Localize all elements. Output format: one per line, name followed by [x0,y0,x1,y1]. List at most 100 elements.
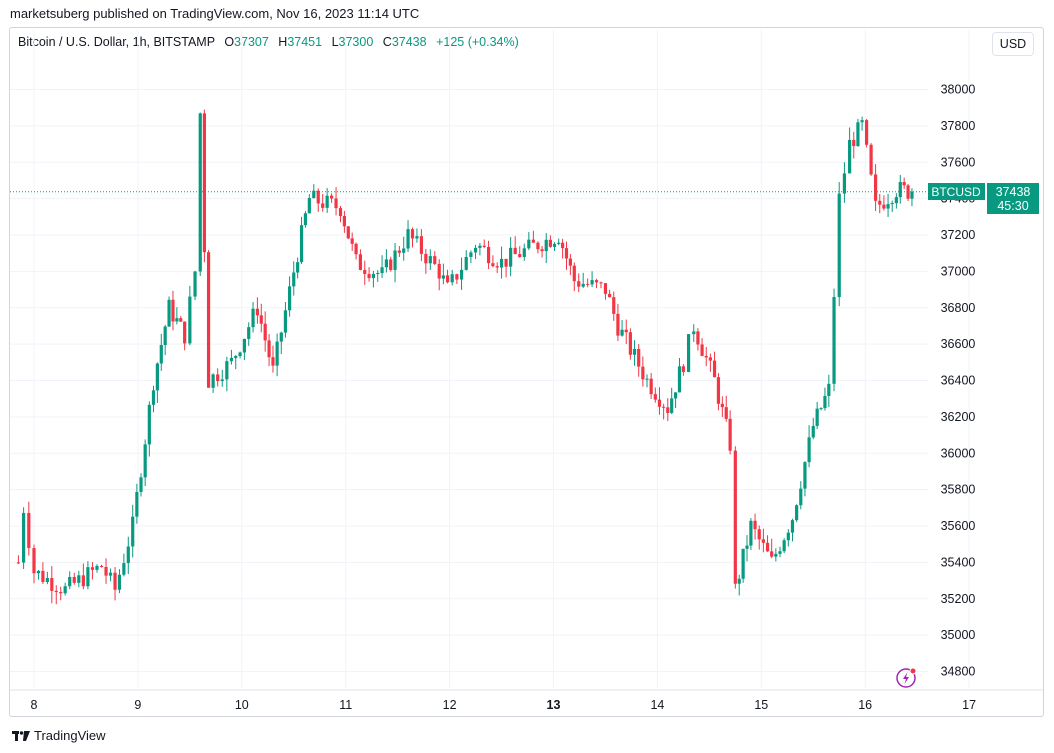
candle-body [478,245,482,248]
candle-body [206,252,211,388]
candle [518,246,522,258]
candle [499,246,504,279]
candle-body [708,357,712,361]
candle-body [886,204,890,209]
candle-body [692,331,696,335]
lightning-alert-icon[interactable] [896,667,917,688]
candle [612,291,616,321]
candle-body [225,361,229,380]
candle-body [811,425,815,438]
candle [299,216,304,265]
candle-body [259,315,263,324]
symbol-title[interactable]: Bitcoin / U.S. Dollar, 1h, BITSTAMP [18,35,215,49]
candle [325,188,329,213]
candle-body [557,242,561,244]
candle-body [59,592,63,594]
y-tick-label: 36600 [941,337,976,351]
candle [202,109,206,263]
candle [790,518,795,542]
candle-body [807,437,811,463]
candle [22,507,26,570]
countdown-value: 45:30 [997,199,1028,213]
candle [856,118,860,147]
candle [367,267,371,282]
candle-body [745,545,749,549]
candle [495,262,499,273]
candle [117,569,122,594]
candle [464,250,468,271]
candle [720,396,724,417]
candle-body [486,246,491,264]
candle-body [307,198,311,214]
tradingview-brand[interactable]: TradingView [12,728,106,743]
candle [716,373,721,411]
candle-body [445,275,450,283]
candle-body [890,203,894,205]
candle-body [267,340,271,358]
candle-body [22,512,26,563]
candle [765,535,770,552]
candle-body [733,450,737,584]
candle-body [823,395,827,409]
candle [641,356,645,387]
candle [283,301,288,338]
candle-body [229,357,234,362]
candle [864,118,869,148]
x-tick-label: 8 [31,698,38,712]
candle-body [491,263,495,267]
candle [104,558,108,584]
y-tick-label: 37000 [941,264,976,278]
currency-button[interactable]: USD [992,32,1034,56]
candle [450,269,454,286]
candle [568,253,572,276]
candle-body [770,551,774,557]
y-tick-label: 36000 [941,446,976,460]
candle-body [415,236,419,239]
candle-body [795,505,799,521]
candle-body [380,267,384,274]
candle [95,564,99,573]
candle [363,260,367,285]
candle-body [117,574,122,590]
candle [419,229,423,262]
candle [376,270,380,282]
candle-body [159,345,163,364]
candle [632,340,637,366]
candle [603,283,608,300]
y-tick-label: 36400 [941,374,976,388]
candle-body [299,225,304,263]
candle-body [837,193,841,298]
candle [445,269,450,284]
candle [873,164,878,212]
candle-body [143,444,147,478]
candle [811,417,815,440]
candle-body [753,520,757,530]
candle-body [183,321,187,344]
candle-body [350,238,354,244]
candle [329,193,334,203]
candle [147,401,151,457]
candle-body [464,256,468,270]
candle [552,242,557,252]
candle-body [334,198,338,209]
y-tick-label: 34800 [941,665,976,679]
candle-body [790,520,795,533]
candle-body [68,576,72,587]
x-tick-label: 9 [134,698,141,712]
x-tick-label: 11 [339,698,352,712]
candle-body [482,245,486,247]
candle [342,210,347,233]
candle-body [499,258,504,268]
candle [540,245,544,258]
candle [491,255,495,268]
open-label: O [224,35,235,49]
candle [898,174,902,204]
candle-body [728,418,732,451]
candle [159,333,163,371]
candle [692,324,696,342]
candle-body [358,254,363,270]
candle [823,387,827,411]
candle-body [139,477,143,492]
candle-body [63,586,67,594]
